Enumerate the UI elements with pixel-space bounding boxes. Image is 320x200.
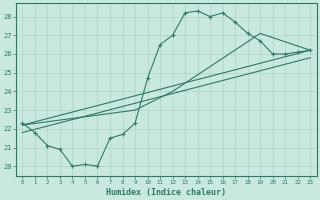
X-axis label: Humidex (Indice chaleur): Humidex (Indice chaleur) [106,188,226,197]
